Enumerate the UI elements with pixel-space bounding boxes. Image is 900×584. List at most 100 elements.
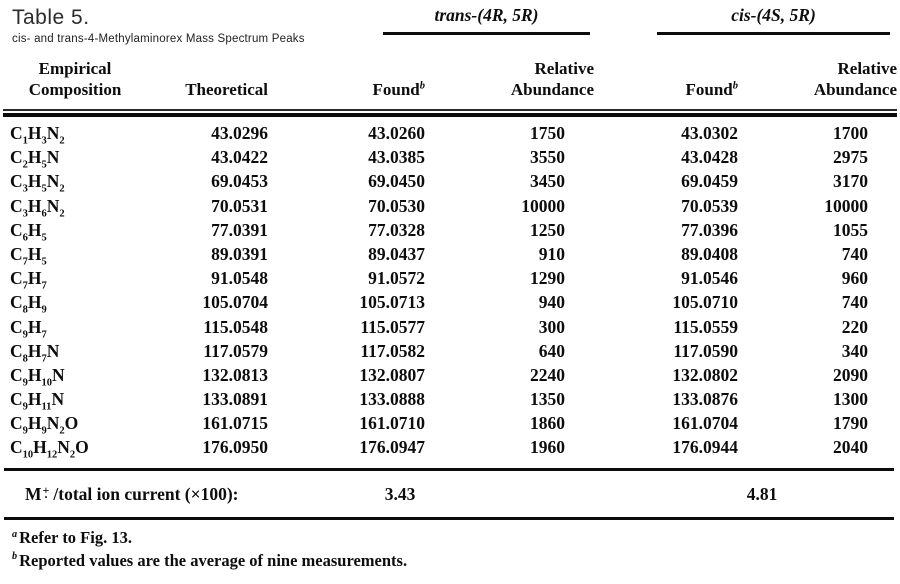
cell-trans-relative-abundance: 10000 [521, 195, 565, 216]
cell-trans-relative-abundance: 1750 [530, 123, 565, 143]
cell-empirical-composition: C6H5 [10, 219, 47, 244]
summary-label: M + ·/total ion current (×100): [25, 477, 238, 511]
cell-cis-found: 115.0559 [673, 316, 738, 337]
table-row: C7H5 89.0391 89.0437 910 89.0408 740 [10, 242, 868, 268]
cell-theoretical: 91.0548 [211, 268, 268, 289]
cell-cis-relative-abundance: 340 [841, 340, 868, 361]
summary-trans-value: 3.43 [384, 484, 416, 504]
cell-cis-relative-abundance: 2040 [833, 437, 868, 458]
table-row: C9H7 115.0548 115.0577 300 115.0559 220 [10, 315, 868, 340]
column-header-empirical-composition: Empirical Composition [10, 58, 140, 100]
cell-trans-relative-abundance: 1960 [530, 437, 565, 458]
footnote-a-text: Refer to Fig. 13. [19, 528, 132, 547]
radical-cation-plus: + [42, 483, 50, 497]
cell-trans-relative-abundance: 1250 [530, 219, 565, 240]
found-label-cis: Found [685, 80, 733, 99]
radical-cation-icon: + · [42, 483, 50, 504]
table-row: C3H6N2 70.0531 70.0530 10000 70.0539 100… [10, 194, 868, 220]
table-caption: Table 5. cis- and trans-4-Methylaminorex… [12, 6, 305, 45]
cell-trans-relative-abundance: 3450 [530, 171, 565, 192]
cell-empirical-composition: C9H10N [10, 364, 65, 389]
group-header-cis: cis-(4S, 5R) [657, 5, 890, 35]
cell-cis-relative-abundance: 1300 [833, 389, 868, 410]
cell-empirical-composition: C7H5 [10, 243, 47, 268]
cell-theoretical: 132.0813 [202, 364, 268, 385]
table-row: C9H11N 133.0891 133.0888 1350 133.0876 1… [10, 387, 868, 413]
cell-trans-found: 69.0450 [368, 171, 425, 192]
cell-theoretical: 133.0891 [202, 389, 268, 410]
cell-trans-relative-abundance: 2240 [530, 364, 565, 385]
cell-theoretical: 117.0579 [203, 340, 268, 361]
group-header-cis-label: cis-(4S, 5R) [731, 5, 816, 25]
cell-trans-relative-abundance: 1860 [530, 413, 565, 434]
cell-trans-found: 115.0577 [360, 316, 425, 337]
cell-cis-found: 69.0459 [681, 171, 738, 192]
cell-trans-found: 132.0807 [359, 364, 425, 385]
cell-empirical-composition: C3H5N2 [10, 171, 65, 195]
rule-below-summary [4, 517, 894, 520]
cell-cis-found: 176.0944 [672, 437, 738, 458]
relative-line1-cis: Relative [837, 59, 897, 78]
cell-cis-found: 77.0396 [681, 219, 738, 240]
table-row: C9H9N2O 161.0715 161.0710 1860 161.0704 … [10, 411, 868, 437]
cell-trans-found: 133.0888 [359, 389, 425, 410]
caption-title: Table 5. [12, 6, 90, 29]
cell-empirical-composition: C9H7 [10, 316, 47, 340]
cell-cis-found: 91.0546 [681, 268, 738, 289]
cell-trans-found: 176.0947 [359, 437, 425, 458]
table-row: C7H7 91.0548 91.0572 1290 91.0546 960 [10, 266, 868, 291]
table-row: C10H12N2O 176.0950 176.0947 1960 176.094… [10, 435, 868, 461]
cell-cis-found: 70.0539 [681, 195, 738, 216]
cell-trans-found: 43.0385 [368, 147, 425, 168]
cell-trans-found: 91.0572 [368, 268, 425, 289]
found-footnote-marker-trans: b [419, 80, 425, 92]
cell-empirical-composition: C8H9 [10, 292, 47, 316]
summary-label-text: /total ion current (×100): [53, 484, 239, 504]
cell-cis-relative-abundance: 740 [841, 243, 868, 264]
cell-trans-found: 77.0328 [368, 219, 425, 240]
column-header-theoretical: Theoretical [185, 80, 268, 99]
rule-above-summary [4, 468, 894, 471]
cell-cis-relative-abundance: 220 [841, 316, 868, 337]
cell-trans-found: 161.0710 [359, 413, 425, 434]
cell-cis-relative-abundance: 740 [841, 292, 868, 313]
cell-cis-relative-abundance: 1790 [833, 413, 868, 434]
cell-cis-relative-abundance: 1055 [833, 219, 868, 240]
cell-empirical-composition: C8H7N [10, 340, 60, 365]
cell-cis-relative-abundance: 2090 [833, 364, 868, 385]
cell-cis-found: 133.0876 [672, 389, 738, 410]
radical-cation-dot: · [43, 490, 48, 504]
column-header-empirical-line2: Composition [28, 80, 122, 99]
cell-empirical-composition: C9H9N2O [10, 413, 79, 437]
cell-theoretical: 70.0531 [211, 195, 268, 216]
cell-cis-found: 43.0302 [681, 123, 738, 143]
cell-trans-relative-abundance: 300 [538, 316, 565, 337]
footnote-b-text: Reported values are the average of nine … [19, 550, 408, 570]
cell-theoretical: 43.0296 [211, 123, 268, 143]
column-header-found-trans: Foundb [268, 79, 425, 100]
table-row: C8H7N 117.0579 117.0582 640 117.0590 340 [10, 339, 868, 365]
relative-line1-trans: Relative [534, 59, 594, 78]
cell-empirical-composition: C3H6N2 [10, 195, 65, 220]
table-row: C6H5 77.0391 77.0328 1250 77.0396 1055 [10, 218, 868, 244]
cell-trans-relative-abundance: 3550 [530, 147, 565, 168]
cell-trans-relative-abundance: 910 [538, 243, 565, 264]
found-label-trans: Found [372, 80, 420, 99]
cell-cis-relative-abundance: 1700 [833, 123, 868, 143]
header-rule [3, 109, 897, 117]
cell-trans-relative-abundance: 1290 [530, 268, 565, 289]
footnote-b: b Reported values are the average of nine… [12, 550, 407, 573]
cell-trans-found: 70.0530 [368, 195, 425, 216]
group-header-trans: trans-(4R, 5R) [383, 5, 590, 35]
found-footnote-marker-cis: b [732, 80, 738, 92]
group-header-trans-label: trans-(4R, 5R) [434, 5, 539, 25]
cell-empirical-composition: C10H12N2O [10, 437, 89, 461]
cell-empirical-composition: C9H11N [10, 389, 65, 413]
cell-empirical-composition: C1H3N2 [10, 123, 65, 147]
cell-trans-found: 89.0437 [368, 243, 425, 264]
table-row: C1H3N2 43.0296 43.0260 1750 43.0302 1700 [10, 121, 868, 147]
table-row: C8H9 105.0704 105.0713 940 105.0710 740 [10, 290, 868, 316]
cell-cis-found: 43.0428 [681, 147, 738, 168]
relative-line2-cis: Abundance [813, 80, 897, 99]
cell-cis-found: 132.0802 [672, 364, 738, 385]
